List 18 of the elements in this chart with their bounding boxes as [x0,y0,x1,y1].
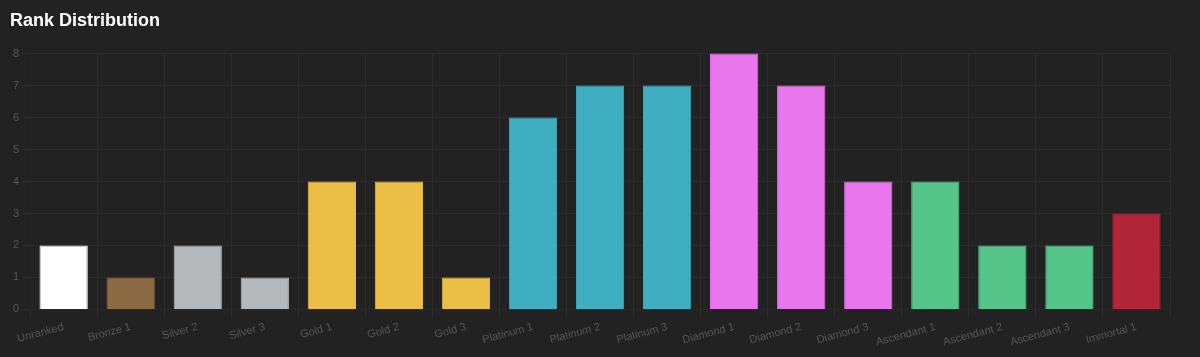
bar [508,117,558,309]
bar [374,181,424,309]
bar [1112,213,1161,309]
bar [844,181,893,309]
bar [575,85,625,309]
bar [777,85,826,309]
bar [173,245,222,309]
bar [642,85,692,309]
bar [978,245,1027,309]
bar [240,277,289,309]
bar [1045,245,1094,309]
bar [106,277,155,309]
bar [307,181,356,309]
bar [911,181,960,309]
bar [710,53,759,309]
bar [39,245,88,309]
bar [441,277,491,309]
chart-title: Rank Distribution [10,9,161,30]
